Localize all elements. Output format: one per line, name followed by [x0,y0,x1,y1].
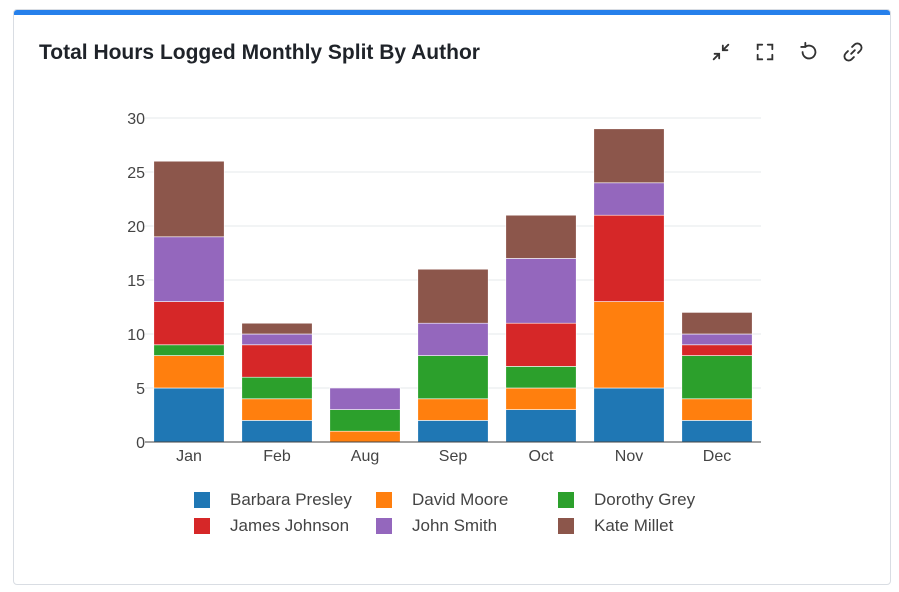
bar-segment [417,398,489,421]
reset-button[interactable] [794,37,824,67]
legend-item[interactable]: Kate Millet [554,516,736,536]
bar-segment [505,214,577,259]
bar-segment [417,420,489,443]
x-tick-label: Dec [703,448,731,465]
bar-segment [593,387,665,443]
bar-segment [153,355,225,389]
y-tick-label: 30 [127,111,145,128]
legend-label: James Johnson [230,516,350,535]
bar-segment [681,312,753,335]
bar-segment [417,268,489,324]
legend-item[interactable]: John Smith [372,516,554,536]
y-tick-label: 5 [136,381,145,398]
bar-segment [681,344,753,356]
bar-segment [681,398,753,421]
x-tick-label: Nov [615,448,643,465]
legend-item[interactable]: Barbara Presley [190,490,372,510]
minimize-icon [712,43,730,61]
bar-segment [241,398,313,421]
legend-label: Dorothy Grey [594,490,696,509]
legend-swatch [558,518,574,534]
x-tick-label: Sep [439,448,468,465]
legend-label: Kate Millet [594,516,674,535]
card-accent-bar [14,10,890,15]
legend-item[interactable]: James Johnson [190,516,372,536]
bar-segment [505,366,577,389]
legend-swatch [194,518,210,534]
bar-segment [241,376,313,400]
bar-segment [681,355,753,400]
x-tick-label: Feb [263,448,291,465]
y-tick-label: 0 [136,435,145,452]
fullscreen-button[interactable] [750,37,780,67]
bar-segment [241,333,313,346]
chart-title: Total Hours Logged Monthly Split By Auth… [39,41,480,64]
y-tick-label: 15 [127,273,145,290]
bar-segment [593,182,665,216]
bar-segment [153,160,225,238]
bar-segment [417,322,489,356]
bar-segment [153,301,225,346]
legend-item[interactable]: Dorothy Grey [554,490,736,510]
link-button[interactable] [838,37,868,67]
bar-segment [241,420,313,443]
bar-segment [681,420,753,443]
bar-segment [505,409,577,443]
bar-segment [329,409,401,432]
bar-segment [417,355,489,400]
chart-legend: Barbara Presley David Moore Dorothy Grey Ja… [190,490,736,536]
bar-segment [505,322,577,367]
x-tick-label: Aug [351,448,379,465]
bar-segment [153,344,225,356]
legend-swatch [558,492,574,508]
bar-segment [241,322,313,335]
bar-segment [153,387,225,443]
legend-swatch [194,492,210,508]
legend-swatch [376,518,392,534]
bar-segment [329,387,401,410]
minimize-button[interactable] [706,37,736,67]
y-tick-label: 20 [127,219,145,236]
bar-segment [329,430,401,443]
chart-toolbar [706,37,868,67]
legend-swatch [376,492,392,508]
bar-segment [153,236,225,302]
legend-label: John Smith [412,516,498,535]
bar-segment [505,387,577,410]
x-tick-label: Oct [529,448,554,465]
bar-segment [681,333,753,346]
legend-label: Barbara Presley [230,490,352,509]
y-tick-label: 25 [127,165,145,182]
link-icon [843,42,863,62]
legend-item[interactable]: David Moore [372,490,554,510]
legend-label: David Moore [412,490,509,509]
reset-icon [800,41,817,60]
y-tick-label: 10 [127,327,145,344]
bar-segment [593,128,665,184]
bar-segment [593,301,665,389]
bar-segment [241,344,313,378]
fullscreen-icon [756,43,774,61]
x-tick-label: Jan [176,448,202,465]
bar-segment [505,258,577,324]
bar-segment [593,214,665,302]
